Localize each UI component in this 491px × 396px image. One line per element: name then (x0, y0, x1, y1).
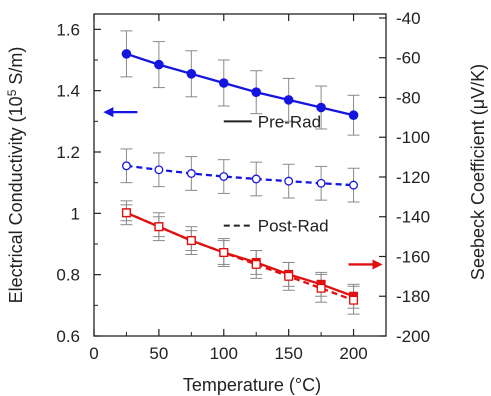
y-right-tick-label: -140 (396, 208, 430, 227)
data-point (121, 208, 131, 218)
y-right-tick-label: -80 (396, 88, 421, 107)
data-point (316, 178, 326, 188)
data-point (154, 222, 164, 232)
data-point (154, 165, 164, 175)
x-tick-label: 200 (339, 344, 367, 363)
data-point (316, 283, 326, 293)
y-left-axis-title-prefix: Electrical Conductivity (10 (6, 96, 26, 303)
data-point (283, 95, 294, 105)
data-point (186, 169, 196, 178)
y-right-tick-label: -180 (396, 287, 430, 306)
y-right-tick-label: -120 (396, 168, 430, 187)
data-point (218, 78, 229, 88)
data-point (186, 236, 196, 246)
marker-layer (121, 49, 359, 305)
data-point (251, 259, 261, 269)
data-point (251, 87, 262, 97)
y-left-tick-label: 1 (71, 204, 80, 223)
plot-frame (93, 13, 387, 337)
y-left-axis-title-exponent: 5 (5, 89, 19, 96)
data-point (186, 69, 197, 79)
arrow-layer (103, 107, 383, 270)
y-right-axis-title: Seebeck Coefficient (μV/K) (468, 64, 488, 280)
legend-label: Pre-Rad (258, 112, 321, 131)
data-point (251, 174, 261, 184)
y-right-tick-label: -100 (396, 128, 430, 147)
data-point (284, 271, 294, 281)
series-line-left-post-rad (126, 164, 354, 187)
data-point (349, 180, 359, 190)
y-left-tick-label: 1.6 (56, 20, 80, 39)
y-left-axis-title-suffix: S/m) (6, 47, 26, 90)
series-layer (125, 52, 354, 302)
data-point (284, 176, 294, 186)
data-point (348, 110, 359, 120)
data-point (154, 59, 164, 70)
legend: Pre-Rad Post-Rad (223, 112, 329, 236)
x-tick-label: 50 (149, 344, 168, 363)
y-right-tick-label: -40 (396, 9, 421, 28)
y-left-tick-label: 0.6 (56, 327, 80, 346)
series-line-right-post-rad (125, 211, 354, 302)
ticks-layer: 0 50 100 150 200 0.6 0.8 1 1.2 1.4 1.6 -200 -180 -160… (56, 9, 430, 363)
y-right-tick-label: -60 (396, 49, 421, 68)
x-axis-title: Temperature (°C) (183, 375, 321, 395)
right-axis-arrow-head (372, 259, 383, 270)
x-tick-label: 100 (210, 344, 238, 363)
x-tick-label: 150 (274, 344, 302, 363)
data-point (316, 102, 326, 113)
x-tick-label: 0 (89, 344, 98, 363)
data-point (349, 295, 359, 305)
data-point (219, 248, 229, 257)
y-left-tick-label: 1.4 (56, 82, 80, 101)
legend-label: Post-Rad (258, 217, 329, 236)
y-left-tick-label: 1.2 (56, 143, 80, 162)
data-point (121, 161, 131, 171)
series-line-left-pre-rad (126, 52, 354, 117)
left-axis-arrow-head (103, 107, 114, 118)
data-point (219, 172, 229, 181)
y-right-tick-label: -160 (396, 247, 430, 266)
y-right-tick-label: -200 (396, 327, 430, 346)
data-point (121, 49, 132, 59)
y-left-tick-label: 0.8 (56, 266, 80, 285)
y-left-axis-title: Electrical Conductivity (105 S/m) (5, 47, 26, 304)
